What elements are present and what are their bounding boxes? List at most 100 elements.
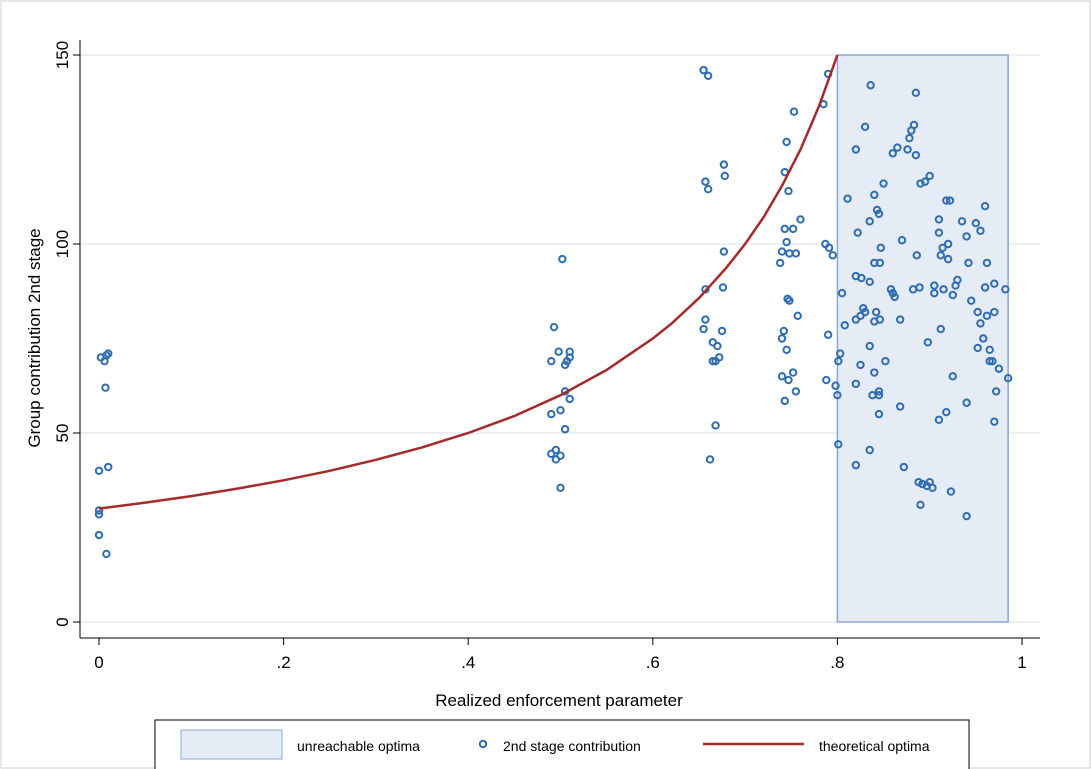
data-point	[870, 190, 879, 200]
data-point	[980, 202, 990, 211]
data-point	[973, 307, 982, 317]
data-point	[833, 391, 842, 400]
data-point	[549, 322, 559, 332]
data-point	[104, 462, 113, 472]
data-point	[980, 283, 990, 292]
data-point	[717, 326, 727, 336]
data-point	[788, 224, 798, 234]
data-point	[903, 145, 912, 154]
data-point	[94, 466, 104, 475]
data-point	[990, 279, 999, 288]
data-point	[853, 228, 862, 237]
data-point	[780, 396, 789, 406]
legend-label-region: unreachable optima	[297, 738, 420, 754]
x-tick-label: 1	[1017, 653, 1026, 672]
data-point	[982, 311, 992, 321]
data-point	[859, 304, 868, 313]
data-point	[871, 307, 881, 317]
data-point	[920, 177, 930, 186]
data-point	[793, 311, 802, 321]
data-point	[948, 290, 957, 300]
data-point	[890, 292, 899, 302]
data-point	[865, 217, 874, 226]
data-point	[547, 409, 556, 419]
x-tick-label: 0	[94, 653, 103, 672]
data-point	[837, 288, 847, 298]
data-point	[967, 296, 976, 305]
data-point	[701, 315, 710, 324]
data-point	[962, 511, 971, 521]
data-point	[911, 150, 921, 160]
x-tick-label: .2	[277, 653, 291, 672]
y-tick-label: 100	[53, 230, 72, 258]
data-point	[905, 133, 914, 143]
data-point	[979, 334, 988, 343]
data-point	[936, 251, 945, 260]
data-point	[856, 360, 865, 370]
data-point	[943, 239, 953, 249]
data-point	[976, 319, 985, 328]
data-point	[942, 196, 951, 205]
data-point	[780, 224, 789, 234]
data-point	[991, 387, 1001, 396]
data-point	[777, 372, 787, 381]
data-point	[547, 356, 556, 366]
data-point	[565, 394, 574, 404]
data-point	[872, 205, 882, 215]
data-point	[777, 334, 787, 343]
data-point	[899, 462, 909, 472]
data-point	[711, 421, 720, 430]
data-point	[895, 402, 905, 411]
data-point	[791, 387, 801, 396]
data-point	[988, 356, 997, 366]
data-point	[560, 360, 570, 370]
data-point	[788, 368, 798, 377]
data-point	[985, 345, 994, 355]
data-point	[699, 65, 708, 75]
data-points	[94, 65, 1013, 559]
data-point	[551, 445, 561, 455]
data-point	[782, 137, 791, 147]
data-point	[94, 506, 104, 515]
data-point	[822, 375, 831, 385]
theoretical-optima-line	[98, 54, 839, 510]
data-point	[973, 343, 982, 353]
data-point	[915, 283, 924, 292]
data-point	[703, 184, 713, 194]
data-point	[870, 258, 879, 268]
data-point	[934, 215, 944, 224]
data-point	[994, 364, 1004, 373]
axes: 0 .2 .4 .6 .8 1 0 50 100 150	[53, 40, 1040, 672]
data-point	[796, 215, 805, 224]
data-point	[985, 356, 994, 366]
data-point	[930, 281, 939, 290]
data-point	[719, 160, 729, 169]
data-point	[699, 324, 708, 334]
y-tick-label: 150	[53, 41, 72, 69]
data-point	[1001, 285, 1010, 294]
data-point	[925, 171, 934, 181]
data-point	[893, 143, 902, 152]
data-point	[560, 425, 570, 434]
data-point	[777, 247, 787, 256]
data-point	[824, 243, 834, 252]
data-point	[701, 177, 710, 186]
data-point	[94, 530, 104, 540]
y-tick-label: 50	[53, 424, 72, 443]
data-point	[835, 349, 845, 358]
legend-box	[154, 719, 970, 769]
data-point	[565, 347, 574, 356]
data-point	[784, 375, 793, 385]
data-point	[911, 88, 921, 98]
data-point	[865, 277, 874, 286]
data-point	[719, 247, 729, 256]
data-point	[982, 258, 992, 268]
data-point	[775, 258, 785, 268]
data-point	[834, 440, 843, 449]
x-axis-title: Realized enforcement parameter	[435, 691, 683, 710]
data-point	[843, 194, 852, 203]
data-point	[912, 251, 921, 260]
y-tick-label: 0	[53, 617, 72, 626]
data-point	[551, 455, 561, 464]
data-point	[720, 171, 729, 181]
